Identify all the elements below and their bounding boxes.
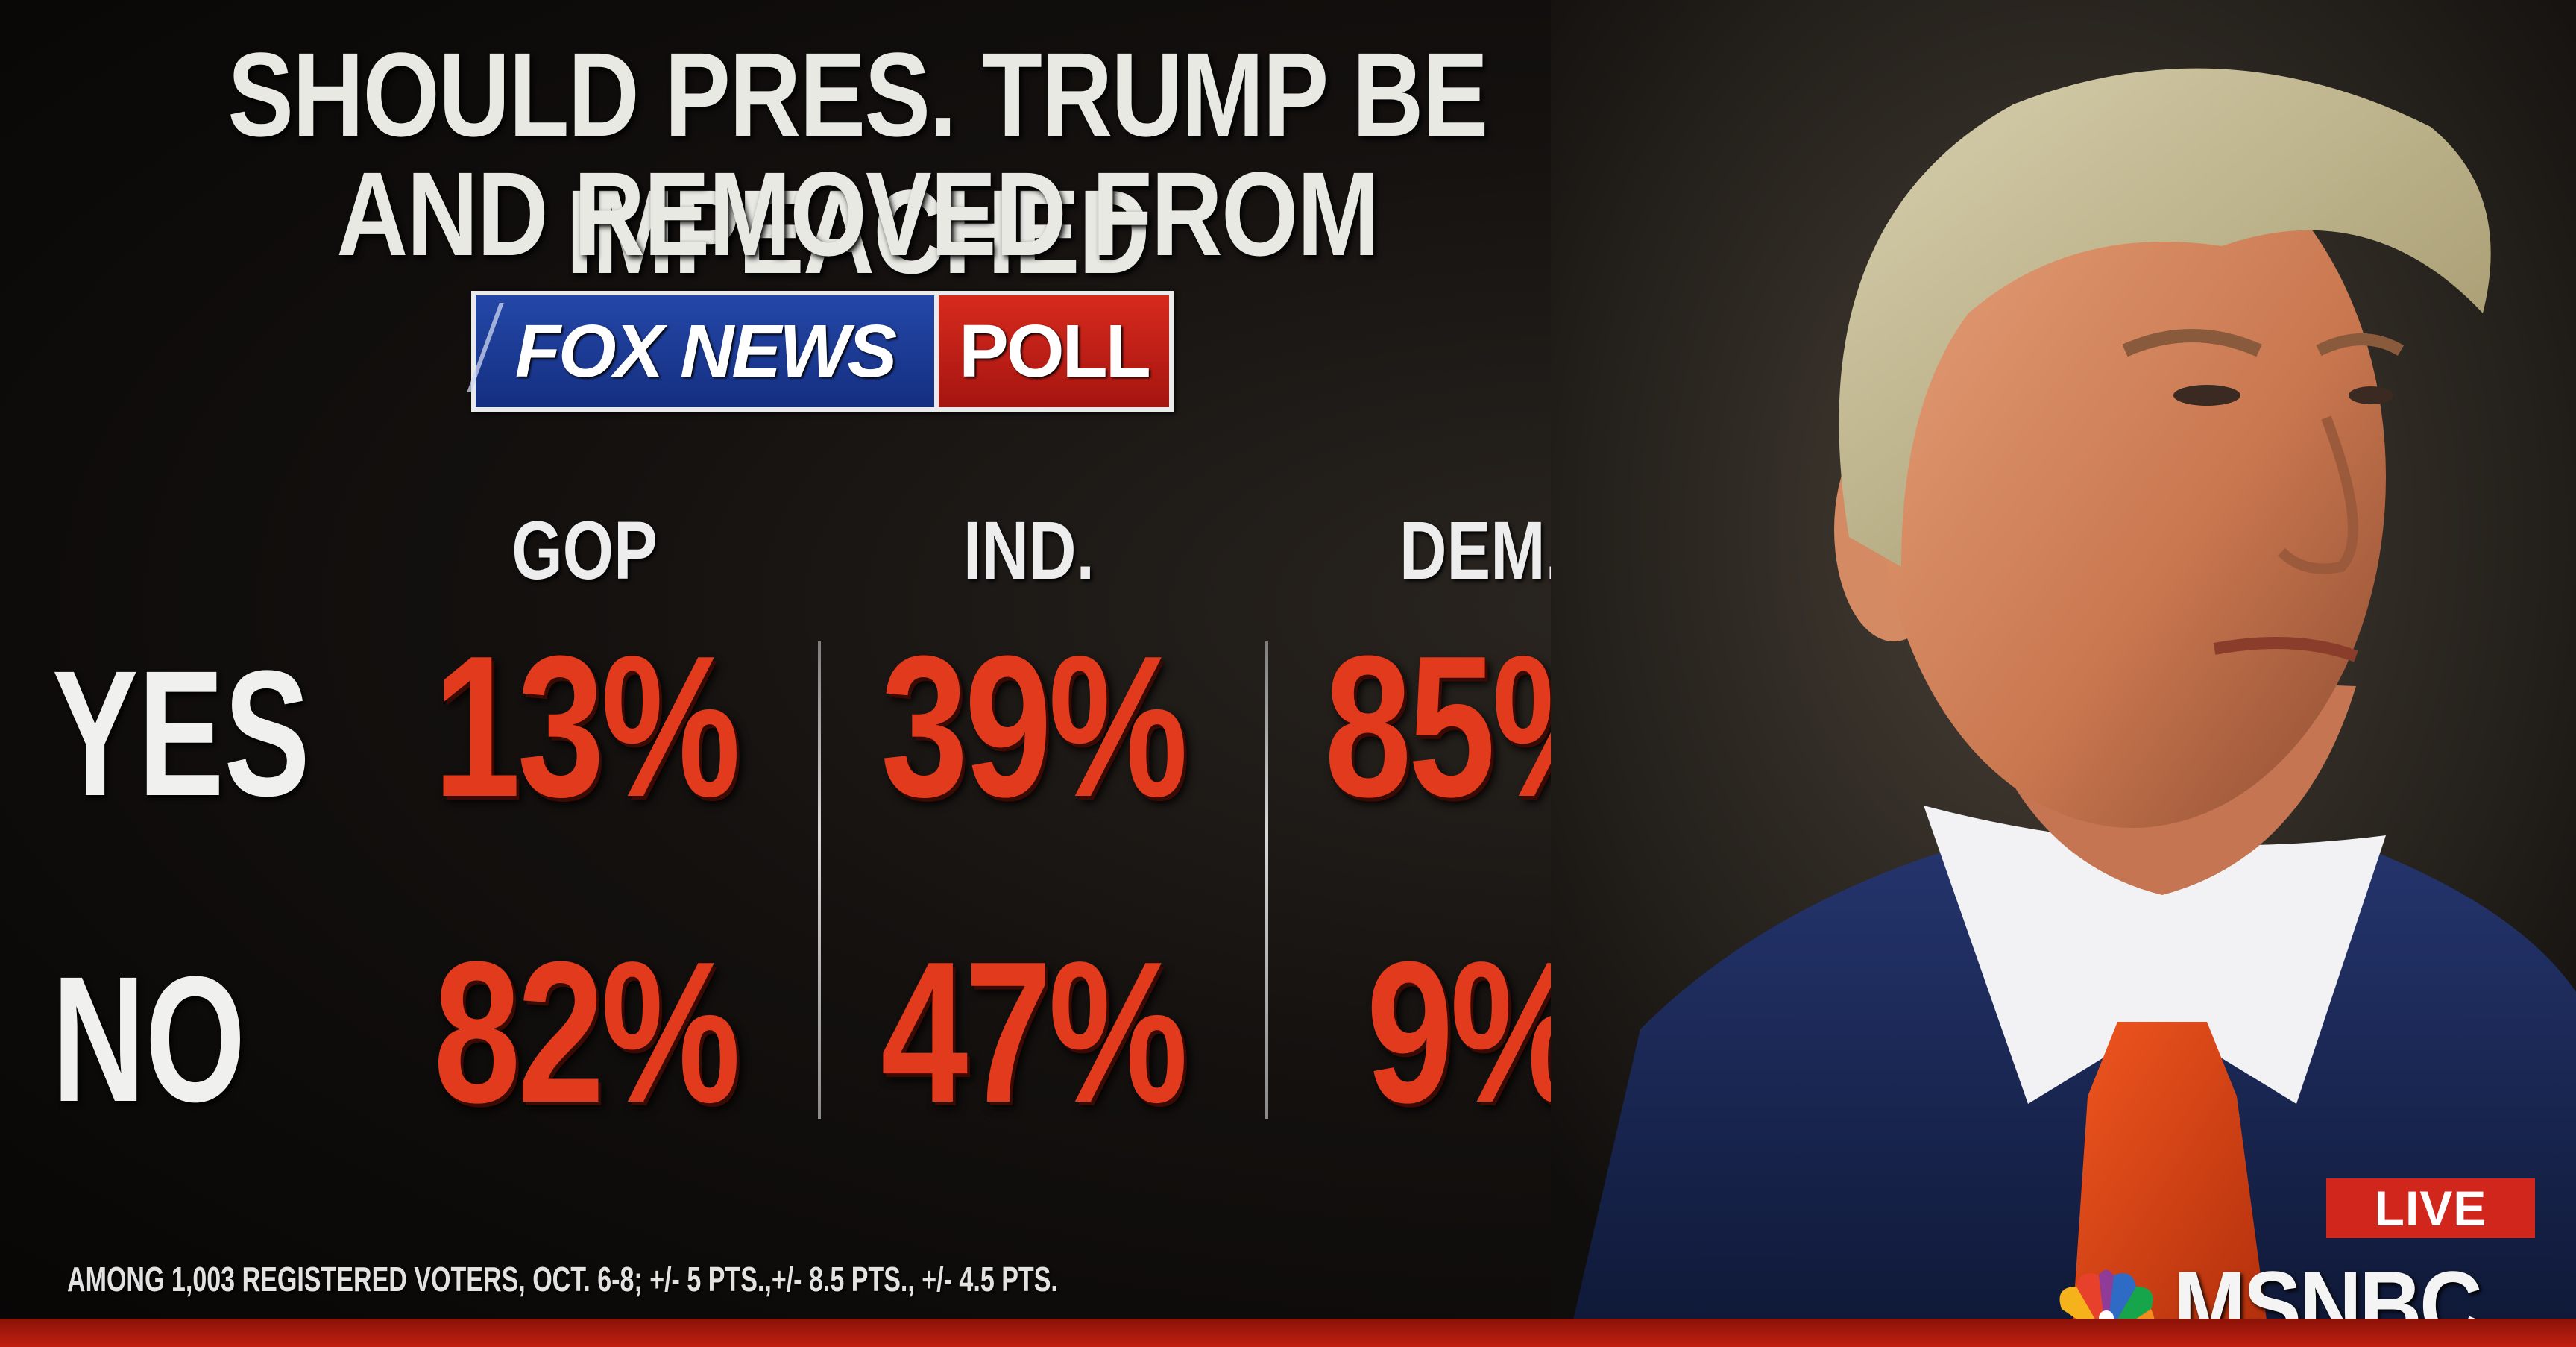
- poll-text: POLL: [959, 309, 1151, 393]
- live-badge: LIVE: [2326, 1178, 2535, 1238]
- column-header-gop: GOP: [511, 505, 658, 597]
- fox-news-poll-logo: FOX NEWS POLL: [467, 291, 1174, 412]
- column-divider: [818, 641, 821, 1119]
- portrait-photo: [1551, 0, 2576, 1320]
- value-yes-gop: 13%: [433, 615, 740, 839]
- portrait-illustration: [1551, 0, 2576, 1320]
- poll-footnote: AMONG 1,003 REGISTERED VOTERS, OCT. 6-8;…: [67, 1260, 1058, 1299]
- value-no-gop: 82%: [433, 920, 740, 1145]
- column-divider: [1265, 641, 1268, 1119]
- fox-news-text: FOX NEWS: [514, 309, 897, 393]
- bottom-rule: [0, 1319, 2576, 1347]
- row-label-no: NO: [52, 939, 246, 1139]
- column-header-ind: IND.: [963, 505, 1095, 597]
- column-header-dem: DEM.: [1399, 505, 1563, 597]
- value-yes-ind: 39%: [881, 615, 1188, 839]
- value-no-ind: 47%: [881, 920, 1188, 1145]
- fox-news-panel: FOX NEWS: [467, 295, 934, 407]
- row-label-yes: YES: [52, 633, 310, 833]
- poll-panel: POLL: [934, 295, 1169, 407]
- headline-line-1: SHOULD PRES. TRUMP BE IMPEACHED: [227, 28, 1488, 298]
